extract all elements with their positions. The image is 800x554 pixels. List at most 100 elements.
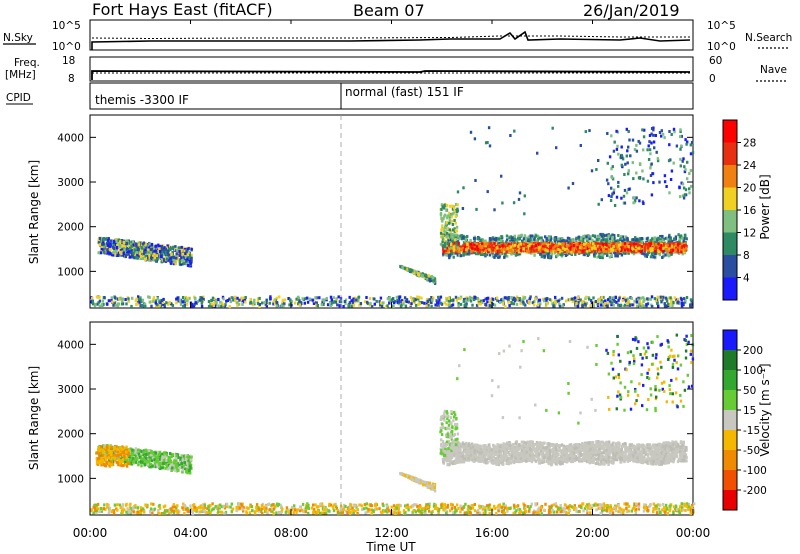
data-cell — [530, 236, 533, 240]
data-cell — [484, 508, 487, 512]
data-cell — [283, 302, 286, 306]
data-cell — [630, 243, 633, 247]
data-cell — [523, 194, 526, 198]
data-cell — [175, 297, 178, 301]
data-cell — [507, 244, 510, 248]
data-cell — [529, 238, 532, 242]
data-cell — [561, 304, 564, 308]
data-cell — [320, 303, 323, 307]
data-cell — [179, 262, 183, 266]
data-cell — [449, 232, 452, 236]
data-cell — [482, 299, 485, 303]
data-cell — [368, 503, 371, 507]
data-cell — [653, 146, 656, 150]
data-cell — [661, 132, 665, 136]
data-cell — [469, 245, 472, 249]
data-cell — [439, 295, 443, 299]
data-cell — [298, 303, 301, 307]
data-cell — [631, 246, 634, 250]
data-cell — [650, 237, 654, 241]
data-cell — [602, 295, 605, 299]
data-cell — [190, 304, 194, 308]
data-cell — [689, 298, 693, 302]
data-cell — [118, 242, 121, 246]
data-cell — [321, 298, 324, 302]
data-cell — [217, 304, 220, 308]
data-cell — [651, 172, 654, 176]
data-cell — [593, 301, 596, 305]
data-cell — [316, 304, 319, 307]
data-cell — [342, 305, 345, 308]
data-cell — [599, 255, 603, 259]
data-cell — [685, 246, 688, 250]
data-cell — [479, 299, 483, 303]
data-cell — [524, 236, 528, 240]
data-cell — [579, 144, 582, 147]
data-cell — [680, 301, 684, 305]
data-cell — [581, 247, 584, 251]
data-cell — [193, 302, 196, 306]
data-cell — [556, 253, 559, 257]
data-cell — [280, 304, 283, 308]
data-cell — [452, 248, 456, 252]
data-cell — [491, 250, 494, 254]
data-cell — [600, 296, 604, 299]
data-cell — [565, 511, 568, 514]
data-cell — [643, 246, 646, 250]
data-cell — [181, 252, 184, 256]
data-cell — [617, 244, 621, 247]
data-cell — [667, 159, 671, 163]
data-cell — [517, 244, 520, 248]
data-cell — [578, 241, 581, 245]
data-cell — [651, 241, 655, 245]
data-cell — [256, 302, 260, 305]
data-cell — [418, 295, 421, 299]
data-cell — [450, 215, 453, 219]
data-cell — [592, 304, 596, 308]
data-cell — [209, 304, 212, 308]
data-cell — [297, 296, 300, 300]
data-cell — [603, 234, 606, 238]
data-cell — [421, 301, 424, 305]
data-cell — [105, 237, 109, 241]
data-cell — [241, 502, 244, 506]
data-cell — [242, 296, 246, 300]
data-cell — [594, 250, 597, 254]
data-cell — [287, 297, 290, 300]
data-cell — [672, 127, 676, 131]
data-cell — [457, 296, 460, 300]
data-cell — [518, 247, 521, 251]
data-cell — [117, 251, 120, 255]
data-cell — [98, 299, 102, 303]
data-cell — [625, 127, 628, 131]
data-cell — [190, 253, 193, 257]
data-cell — [442, 217, 445, 221]
data-cell — [689, 304, 692, 308]
data-cell — [450, 246, 453, 250]
data-cell — [662, 295, 665, 299]
data-cell — [454, 215, 457, 219]
data-cell — [684, 138, 687, 142]
data-cell — [158, 303, 161, 307]
data-cell — [525, 249, 529, 253]
data-cell — [142, 248, 146, 252]
data-cell — [112, 253, 115, 257]
data-cell — [543, 241, 546, 245]
data-cell — [169, 511, 172, 515]
data-cell — [660, 244, 663, 248]
data-cell — [105, 244, 108, 248]
data-cell — [626, 302, 629, 306]
data-cell — [658, 131, 662, 134]
data-cell — [583, 507, 587, 511]
data-cell — [612, 237, 616, 241]
data-cell — [599, 242, 602, 246]
data-cell — [130, 253, 134, 257]
data-cell — [528, 297, 532, 301]
data-cell — [137, 295, 140, 299]
data-cell — [140, 253, 143, 257]
data-cell — [102, 245, 105, 249]
data-cell — [550, 504, 553, 508]
data-cell — [546, 252, 549, 256]
data-cell — [499, 252, 502, 256]
